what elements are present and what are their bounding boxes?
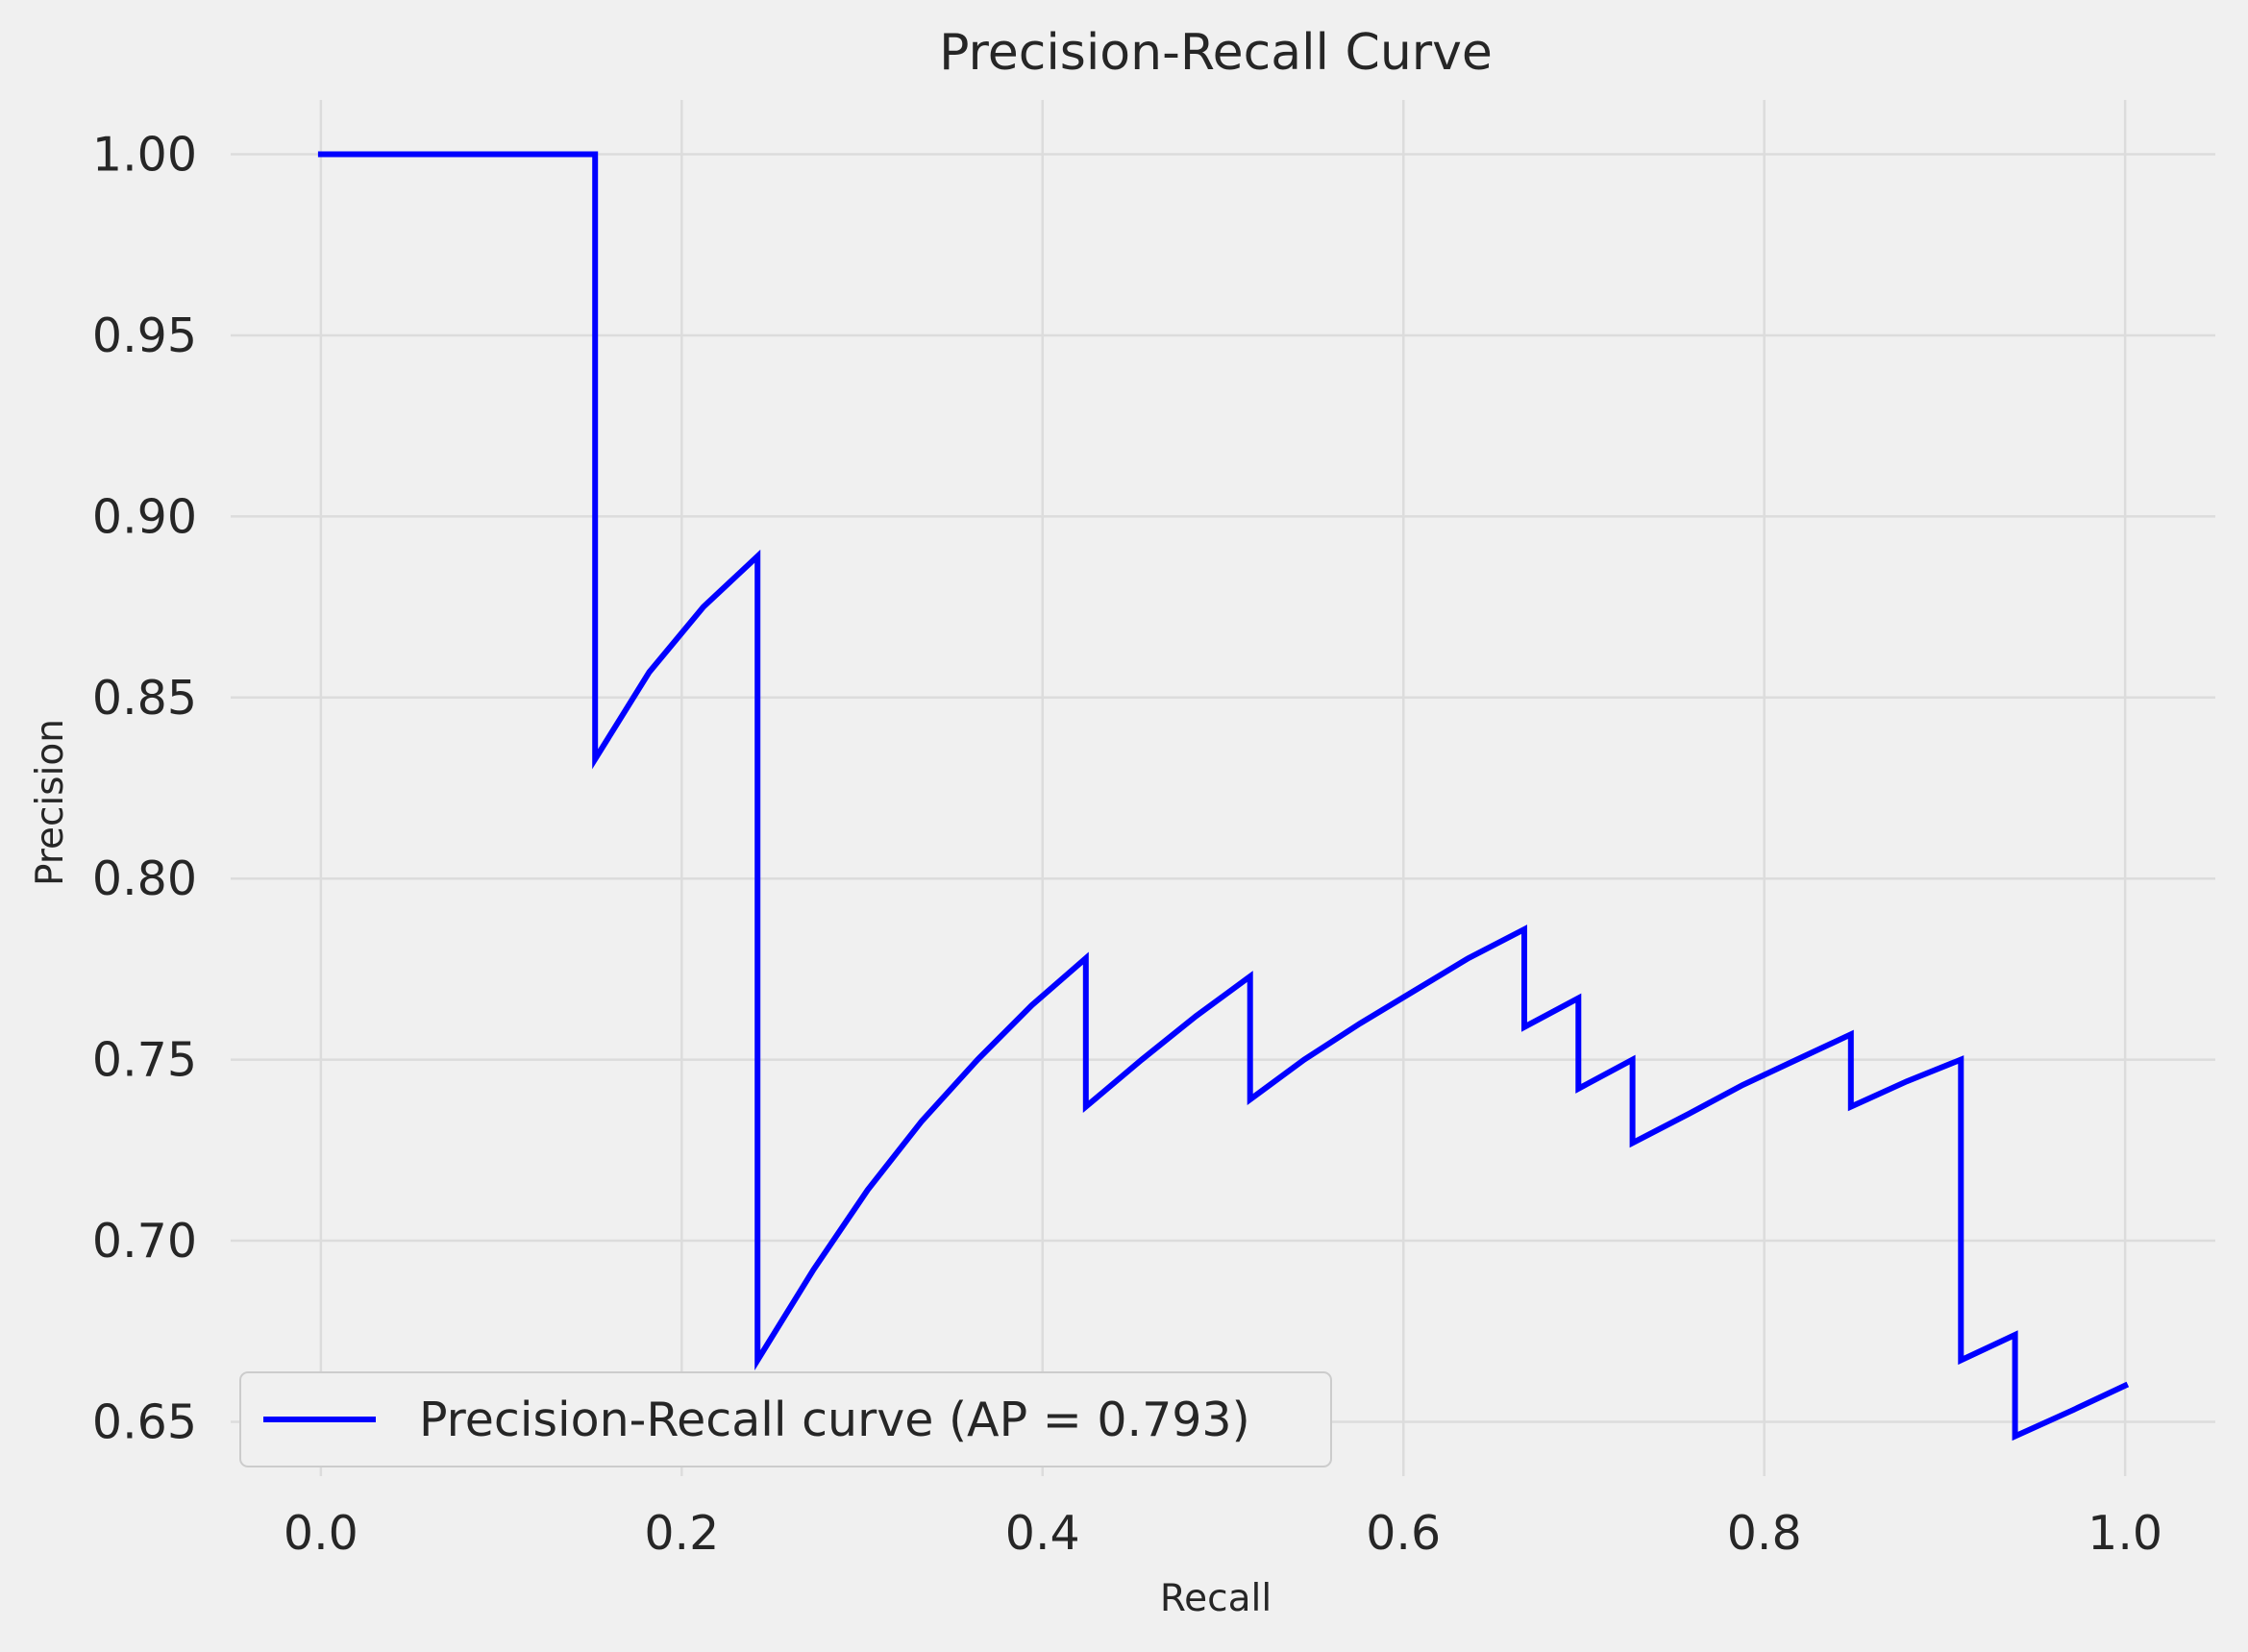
- grid: [231, 100, 2215, 1476]
- y-tick-label: 0.90: [92, 489, 197, 544]
- y-tick-label: 0.80: [92, 851, 197, 906]
- x-tick-label: 0.2: [644, 1506, 719, 1561]
- x-axis-ticks: 0.0 0.2 0.4 0.6 0.8 1.0: [284, 1506, 2162, 1561]
- y-tick-label: 0.65: [92, 1394, 197, 1449]
- legend-box: [239, 1371, 1332, 1467]
- pr-curve-line: [317, 151, 2130, 1442]
- x-tick-label: 0.6: [1366, 1506, 1441, 1561]
- y-tick-label: 1.00: [92, 128, 197, 183]
- y-tick-label: 0.85: [92, 671, 197, 726]
- x-tick-label: 1.0: [2087, 1506, 2162, 1561]
- y-axis-ticks: 0.65 0.70 0.75 0.80 0.85 0.90 0.95 1.00: [92, 128, 197, 1450]
- series-layer: [317, 151, 2130, 1442]
- y-tick-label: 0.95: [92, 308, 197, 363]
- y-tick-label: 0.70: [92, 1214, 197, 1269]
- x-tick-label: 0.8: [1727, 1506, 1802, 1561]
- chart-title: Precision-Recall Curve: [939, 24, 1493, 82]
- x-tick-label: 0.0: [284, 1506, 358, 1561]
- legend: Precision-Recall curve (AP = 0.793): [239, 1371, 1332, 1467]
- x-axis-title: Recall: [1160, 1577, 1272, 1620]
- legend-label: Precision-Recall curve (AP = 0.793): [419, 1393, 1250, 1447]
- y-tick-label: 0.75: [92, 1033, 197, 1088]
- x-tick-label: 0.4: [1005, 1506, 1080, 1561]
- y-axis-title: Precision: [29, 719, 72, 886]
